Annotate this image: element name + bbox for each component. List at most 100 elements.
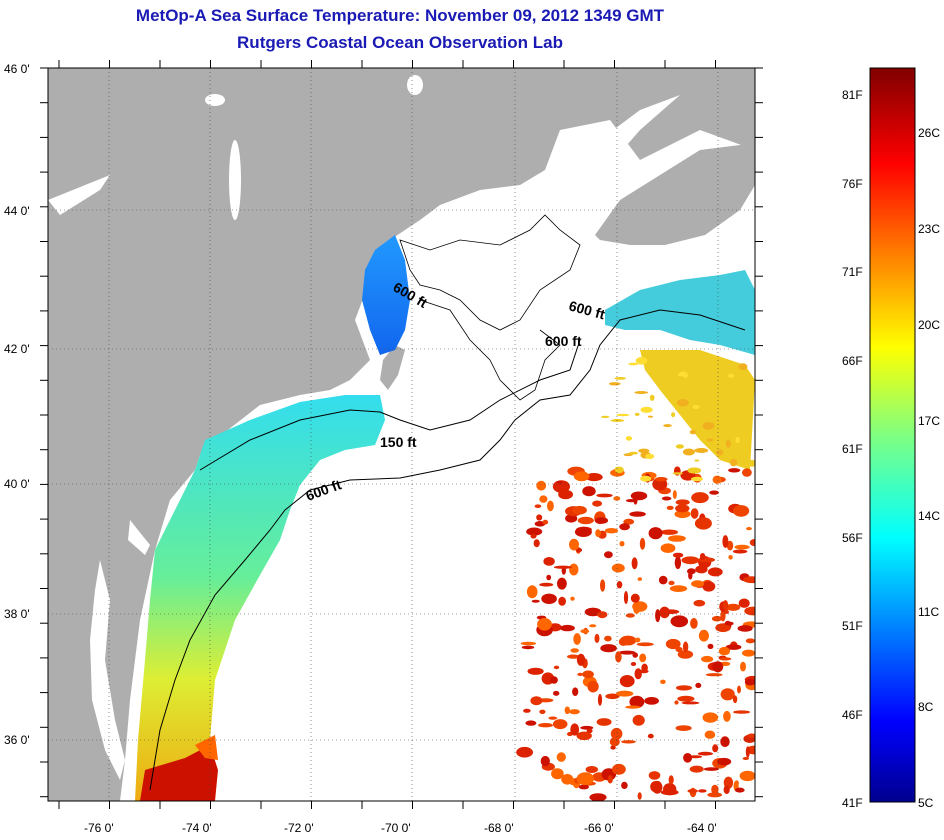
sst-warm-south	[140, 745, 218, 801]
sst-speckle	[542, 519, 549, 525]
sst-speckle	[526, 527, 543, 536]
sst-speckle	[632, 714, 645, 726]
sst-speckle	[681, 556, 700, 565]
sst-speckle	[662, 609, 680, 614]
colorbar-c-label: 17C	[918, 414, 940, 428]
sst-speckle	[648, 527, 663, 540]
sst-speckle	[722, 535, 729, 548]
sst-speckle	[732, 454, 740, 458]
sst-speckle	[564, 706, 570, 715]
sst-speckle	[644, 697, 659, 705]
sst-speckle	[523, 708, 531, 713]
sst-speckle	[677, 650, 694, 659]
sst-speckle	[587, 680, 599, 693]
sst-speckle	[693, 599, 706, 607]
sst-speckle	[573, 471, 590, 482]
sst-speckle	[586, 728, 593, 734]
sst-speckle	[616, 690, 634, 697]
sst-speckle	[682, 641, 689, 653]
sst-speckle	[585, 766, 598, 773]
sst-speckle	[552, 480, 571, 493]
lat-label: 42 0'	[4, 342, 30, 356]
sst-speckle	[621, 740, 636, 744]
sst-speckle	[637, 577, 642, 581]
sst-speckle	[604, 528, 619, 534]
sst-speckle	[533, 539, 540, 548]
colorbar-c-label: 26C	[918, 126, 940, 140]
sst-speckle	[677, 695, 695, 702]
sst-speckle	[634, 668, 642, 680]
sst-speckle	[694, 448, 709, 453]
sst-speckle	[702, 422, 715, 430]
sst-speckle	[640, 475, 652, 482]
sst-speckle	[742, 757, 749, 760]
sst-speckle	[635, 357, 648, 365]
sst-speckle	[570, 596, 575, 601]
sst-speckle	[698, 789, 707, 793]
sst-speckle	[623, 518, 635, 525]
sst-speckle	[738, 598, 750, 608]
sst-speckle	[558, 489, 573, 500]
sst-speckle	[570, 648, 579, 653]
sst-speckle	[539, 495, 548, 503]
sst-speckle	[675, 444, 685, 449]
sst-speckle	[728, 555, 733, 560]
sst-speckle	[580, 629, 590, 634]
sst-offshore-speckles	[516, 357, 755, 801]
map-title: MetOp-A Sea Surface Temperature: Novembe…	[135, 6, 665, 25]
sst-speckle	[520, 641, 537, 646]
sst-speckle	[541, 593, 557, 604]
sst-speckle	[695, 682, 702, 689]
sst-speckle	[674, 700, 679, 705]
sst-speckle	[742, 468, 752, 477]
sst-mid-atlantic-shelf	[135, 395, 385, 801]
sst-speckle	[688, 755, 703, 759]
sst-speckle	[675, 504, 690, 513]
sst-speckle	[556, 752, 566, 762]
lat-label: 44 0'	[4, 204, 30, 218]
sst-speckle	[661, 496, 672, 501]
colorbar-c-label: 20C	[918, 318, 940, 332]
map-tick-marks	[40, 60, 763, 809]
sst-speckle	[561, 774, 574, 785]
sst-speckle	[569, 538, 579, 551]
sst-speckle	[604, 551, 613, 559]
sst-speckle	[539, 709, 546, 714]
lon-label: -66 0'	[584, 821, 614, 835]
sst-speckle	[553, 665, 560, 670]
contour-label: 600 ft	[545, 333, 582, 349]
sst-speckle	[641, 663, 648, 672]
sst-speckle	[692, 405, 700, 409]
sst-speckle	[694, 459, 700, 462]
sst-speckle	[712, 744, 719, 753]
sst-speckle	[698, 629, 710, 642]
sst-speckle	[726, 603, 741, 611]
colorbar-f-label: 66F	[842, 354, 863, 368]
sst-speckle	[702, 581, 716, 592]
sst-speckle	[718, 646, 731, 656]
sst-speckle	[704, 730, 716, 739]
sst-speckle	[672, 472, 683, 475]
sst-speckle	[576, 731, 592, 741]
map-frame	[47, 67, 756, 802]
sst-speckle	[550, 676, 558, 684]
sst-speckle	[578, 784, 590, 790]
sst-speckle	[600, 579, 606, 592]
lat-label: 40 0'	[4, 477, 30, 491]
sst-speckle	[639, 537, 646, 550]
sst-speckle	[540, 755, 550, 767]
lon-label: -64 0'	[687, 821, 717, 835]
sst-speckle	[647, 415, 654, 418]
sst-speckle	[715, 623, 731, 633]
sst-speckle	[625, 613, 635, 618]
sst-speckle	[705, 673, 723, 677]
sst-speckle	[728, 468, 741, 473]
sst-speckle	[694, 517, 712, 530]
sst-speckle	[630, 491, 648, 501]
sst-speckle	[594, 633, 600, 643]
sst-speckle	[724, 621, 734, 626]
sst-speckle	[639, 653, 647, 663]
sst-speckle	[737, 625, 753, 632]
sst-speckle	[663, 424, 672, 428]
contour-150ft	[199, 339, 581, 471]
